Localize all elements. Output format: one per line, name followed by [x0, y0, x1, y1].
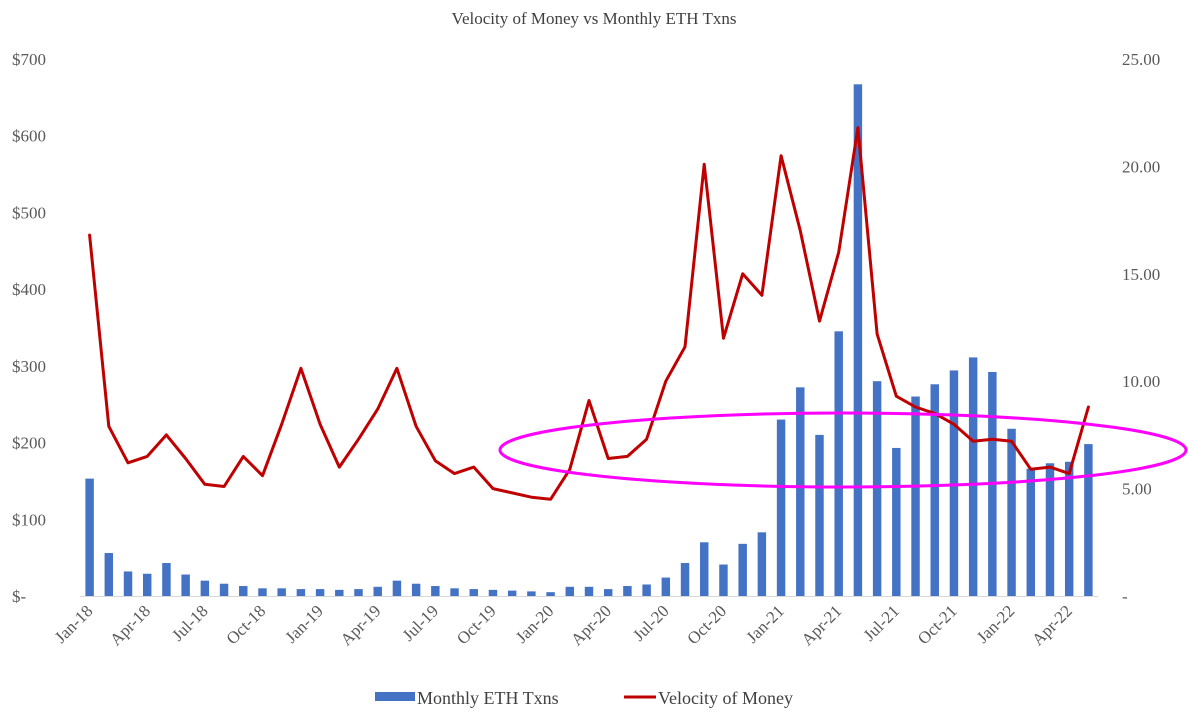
- bar: [584, 586, 594, 596]
- bar: [143, 573, 152, 596]
- bar: [335, 589, 344, 596]
- bar: [738, 543, 747, 596]
- x-tick-label: Oct-20: [683, 601, 730, 648]
- x-tick-label: Jan-18: [51, 601, 96, 646]
- left-tick-label: $400: [12, 280, 46, 299]
- bar: [642, 584, 651, 596]
- bar: [527, 591, 536, 596]
- legend: Monthly ETH Txns Velocity of Money: [375, 688, 793, 708]
- bar: [853, 84, 863, 597]
- x-tick-label: Apr-20: [567, 601, 615, 649]
- bar: [1064, 461, 1074, 596]
- bar-series: [85, 84, 1093, 597]
- bar: [930, 384, 939, 596]
- bar: [1026, 468, 1035, 596]
- right-tick-label: 25.00: [1122, 50, 1160, 69]
- x-tick-label: Jan-21: [742, 601, 787, 646]
- bar: [85, 478, 94, 596]
- x-tick-label: Jul-18: [168, 601, 211, 644]
- x-axis: Jan-18 Apr-18 Jul-18 Oct-18 Jan-19 Apr-19 Jul-…: [51, 601, 1076, 649]
- bar: [949, 370, 959, 596]
- bar: [815, 434, 824, 596]
- annotation: [498, 411, 1188, 489]
- bar: [411, 583, 421, 596]
- bar: [123, 571, 133, 596]
- bar: [796, 387, 805, 596]
- bar: [181, 574, 190, 596]
- bar: [1007, 428, 1016, 596]
- bar: [776, 419, 786, 596]
- bar: [239, 586, 248, 596]
- right-tick-label: 20.00: [1122, 157, 1160, 176]
- bar: [661, 577, 671, 596]
- bar: [354, 589, 363, 596]
- bar: [872, 381, 882, 596]
- x-tick-label: Apr-21: [798, 601, 846, 649]
- legend-label-line: Velocity of Money: [658, 688, 793, 708]
- right-tick-label: 5.00: [1122, 480, 1152, 499]
- bar: [757, 532, 767, 596]
- x-tick-label: Apr-22: [1028, 601, 1076, 649]
- bar: [603, 589, 613, 596]
- left-tick-label: $600: [12, 127, 46, 146]
- bar: [488, 589, 498, 596]
- x-tick-label: Jan-20: [512, 601, 557, 646]
- x-tick-label: Oct-19: [453, 601, 500, 648]
- bar: [507, 590, 517, 596]
- right-tick-label: -: [1122, 587, 1128, 606]
- bar: [1045, 463, 1055, 596]
- x-tick-label: Jul-20: [629, 601, 672, 644]
- bar: [680, 563, 690, 596]
- velocity-line: [88, 126, 1090, 501]
- bar: [200, 580, 210, 596]
- bar: [700, 542, 709, 596]
- right-tick-label: 15.00: [1122, 265, 1160, 284]
- bar: [450, 588, 459, 596]
- x-tick-label: Oct-18: [222, 601, 269, 648]
- x-tick-label: Jul-21: [860, 601, 903, 644]
- right-tick-label: 10.00: [1122, 372, 1160, 391]
- bar: [892, 447, 901, 596]
- left-tick-label: $200: [12, 434, 46, 453]
- bar: [219, 583, 229, 596]
- x-tick-label: Jul-19: [399, 601, 442, 644]
- bar: [911, 396, 920, 596]
- left-tick-label: $700: [12, 50, 46, 69]
- left-tick-label: $500: [12, 203, 46, 222]
- legend-label-bar: Monthly ETH Txns: [417, 688, 559, 708]
- left-axis: $- $100 $200 $300 $400 $500 $600 $700: [12, 50, 46, 606]
- bar: [565, 586, 575, 596]
- right-axis: - 5.00 10.00 15.00 20.00 25.00: [1122, 50, 1160, 606]
- x-tick-label: Apr-18: [106, 601, 154, 649]
- left-tick-label: $100: [12, 510, 46, 529]
- left-tick-label: $-: [12, 587, 27, 606]
- highlight-ellipse: [498, 411, 1188, 489]
- left-tick-label: $300: [12, 357, 46, 376]
- bar: [1084, 444, 1093, 596]
- bar: [392, 580, 402, 596]
- bar: [469, 589, 478, 596]
- legend-swatch-bar: [375, 692, 415, 701]
- bar: [104, 553, 114, 596]
- x-tick-label: Jan-19: [281, 601, 326, 646]
- bar: [968, 357, 978, 596]
- bar: [719, 564, 728, 596]
- bar: [546, 592, 555, 596]
- chart-title: Velocity of Money vs Monthly ETH Txns: [452, 9, 737, 28]
- bar: [373, 586, 382, 596]
- x-tick-label: Apr-19: [337, 601, 385, 649]
- line-series: [88, 126, 1090, 501]
- x-tick-label: Jan-22: [973, 601, 1018, 646]
- bar: [834, 331, 843, 596]
- bar: [431, 586, 440, 596]
- bar: [623, 586, 632, 596]
- bar: [277, 588, 286, 596]
- bar: [296, 589, 306, 596]
- bar: [162, 563, 171, 596]
- bar: [258, 588, 267, 596]
- x-tick-label: Oct-21: [914, 601, 961, 648]
- bar: [315, 589, 325, 596]
